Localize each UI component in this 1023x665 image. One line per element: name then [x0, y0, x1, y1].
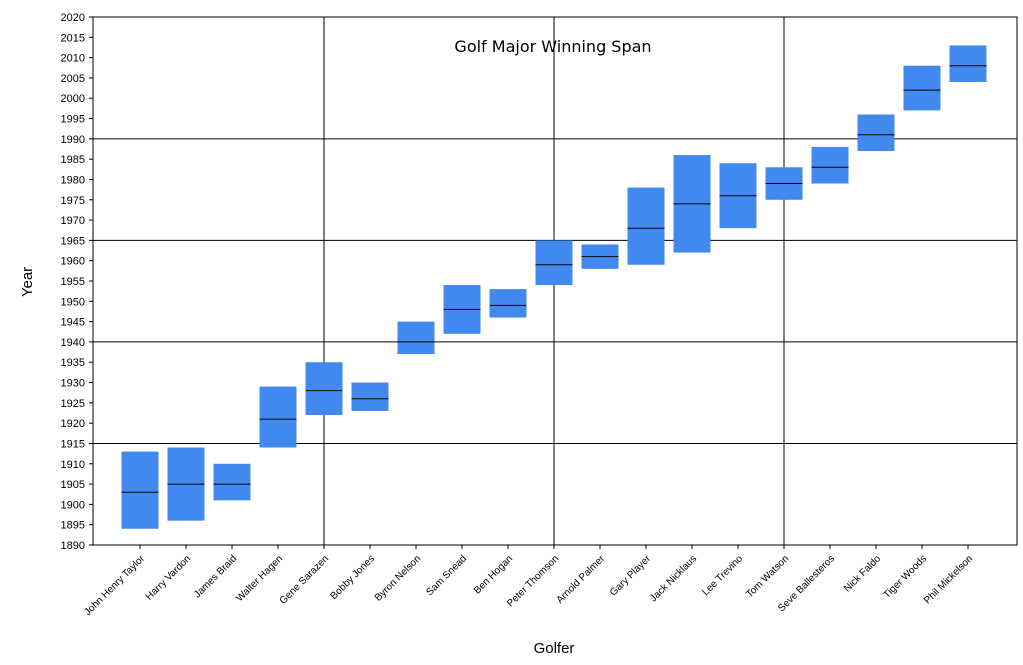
- y-axis-title: Year: [19, 267, 36, 297]
- y-tick-label: 1975: [61, 195, 85, 207]
- x-tick-label: James Braid: [192, 553, 239, 600]
- y-tick-label: 1945: [61, 317, 85, 329]
- x-tick-label: Ben Hogan: [472, 553, 515, 596]
- y-tick-label: 2010: [61, 53, 85, 65]
- bar: [351, 382, 389, 411]
- bar: [949, 45, 987, 82]
- x-tick-label: John Henry Taylor: [82, 553, 147, 618]
- bar: [213, 463, 251, 501]
- y-tick-label: 1900: [61, 499, 85, 511]
- x-tick-label: Byron Nelson: [373, 553, 423, 603]
- y-tick-label: 2015: [61, 32, 85, 44]
- x-tick-label: Lee Trevino: [700, 553, 745, 598]
- bar: [259, 386, 297, 448]
- y-axis-ticks: 1890 1895 1900 1905 1910 1915 1920 1925 1930 1935…: [61, 12, 93, 552]
- y-tick-label: 1930: [61, 378, 85, 390]
- y-tick-label: 2020: [61, 12, 85, 24]
- y-tick-label: 1925: [61, 398, 85, 410]
- y-tick-label: 1905: [61, 479, 85, 491]
- y-tick-label: 1995: [61, 114, 85, 126]
- y-tick-label: 1985: [61, 154, 85, 166]
- y-tick-label: 1895: [61, 520, 85, 532]
- y-tick-label: 1940: [61, 337, 85, 349]
- x-tick-label: Tiger Woods: [882, 553, 929, 600]
- x-tick-label: Walter Hagen: [234, 553, 285, 604]
- y-tick-label: 1970: [61, 215, 85, 227]
- x-axis-title: Golfer: [534, 640, 575, 657]
- bar: [903, 65, 941, 111]
- bars-layer: [121, 45, 987, 529]
- bar: [121, 451, 159, 529]
- x-tick-label: Gene Sarazen: [278, 553, 331, 606]
- chart-title: Golf Major Winning Span: [454, 37, 651, 56]
- y-tick-label: 2000: [61, 93, 85, 105]
- x-tick-label: Bobby Jones: [328, 553, 377, 602]
- bar: [397, 321, 435, 355]
- x-tick-label: Harry Vardon: [144, 553, 193, 602]
- y-tick-label: 1890: [61, 540, 85, 552]
- bar: [305, 362, 343, 416]
- bar: [535, 240, 573, 286]
- bar: [811, 146, 849, 184]
- y-tick-label: 1920: [61, 418, 85, 430]
- bar: [627, 187, 665, 265]
- y-tick-label: 2005: [61, 73, 85, 85]
- x-tick-label: Sam Snead: [424, 553, 469, 598]
- x-tick-label: Arnold Palmer: [555, 553, 608, 606]
- y-tick-label: 1950: [61, 296, 85, 308]
- y-tick-label: 1910: [61, 459, 85, 471]
- x-tick-label: Tom Watson: [744, 553, 791, 600]
- bar: [489, 289, 527, 318]
- y-tick-label: 1980: [61, 174, 85, 186]
- bar: [857, 114, 895, 152]
- x-tick-label: Jack Nicklaus: [648, 553, 699, 604]
- y-tick-label: 1915: [61, 438, 85, 450]
- y-tick-label: 1935: [61, 357, 85, 369]
- y-tick-label: 1990: [61, 134, 85, 146]
- x-tick-label: Phil Mickelson: [922, 553, 975, 606]
- y-tick-label: 1955: [61, 276, 85, 288]
- y-tick-label: 1965: [61, 235, 85, 247]
- x-tick-label: Nick Faldo: [842, 553, 883, 594]
- y-tick-label: 1960: [61, 256, 85, 268]
- x-tick-label: Gary Player: [608, 553, 654, 599]
